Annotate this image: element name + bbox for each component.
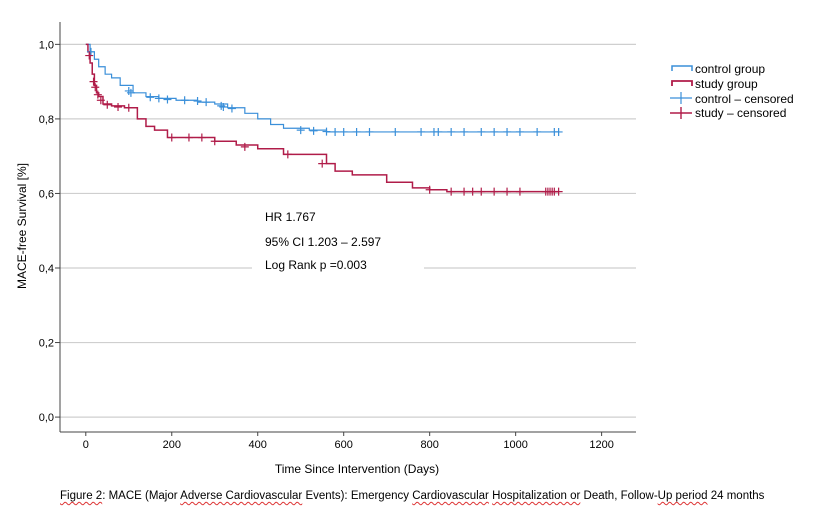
y-tick-label: 0,8	[39, 114, 54, 126]
legend-item-control-censored: control – censored	[670, 92, 794, 106]
censor-mark	[503, 127, 512, 136]
caption-part: Hospitalization or	[492, 490, 581, 502]
censor-mark	[309, 126, 318, 135]
censor-mark	[184, 133, 193, 142]
censor-mark	[477, 127, 486, 136]
censor-mark	[490, 127, 499, 136]
censor-mark	[114, 102, 123, 111]
censor-mark	[447, 127, 456, 136]
y-tick-label: 0,4	[39, 263, 54, 275]
caption-part: 24 months	[707, 490, 765, 502]
censor-mark	[425, 185, 434, 194]
censor-mark	[503, 187, 512, 196]
censor-mark	[331, 127, 340, 136]
censor-mark	[283, 150, 292, 159]
censor-marks	[85, 47, 563, 196]
legend-item-control-group: control group	[671, 62, 765, 76]
x-tick-label: 600	[335, 439, 353, 451]
annotation-hr: HR 1.767	[265, 210, 316, 224]
y-axis-title: MACE-free Survival [%]	[15, 163, 29, 289]
x-tick-label: 200	[163, 439, 181, 451]
y-tick-label: 0,2	[39, 338, 54, 350]
censor-mark	[197, 133, 206, 142]
figure-caption: Figure 2: MACE (Major Adverse Cardiovasc…	[60, 490, 820, 502]
censor-mark	[477, 187, 486, 196]
x-axis-title: Time Since Intervention (Days)	[275, 462, 439, 476]
axes	[55, 22, 636, 436]
x-tick-label: 800	[420, 439, 438, 451]
censor-mark	[193, 97, 202, 106]
censor-mark	[417, 127, 426, 136]
censor-mark	[85, 51, 94, 60]
caption-part: Events): Emergency	[302, 490, 413, 502]
censor-mark	[447, 187, 456, 196]
censor-mark	[89, 77, 98, 86]
censor-mark	[240, 142, 249, 151]
caption-part: Up period	[657, 490, 708, 502]
censor-mark	[391, 127, 400, 136]
series-lines	[85, 43, 559, 193]
censor-mark	[515, 127, 524, 136]
censor-mark	[180, 96, 189, 105]
censor-mark	[460, 187, 469, 196]
caption-part: : MACE (Major	[102, 490, 181, 502]
caption-part: Death, Follow-	[580, 490, 658, 502]
censor-mark	[490, 187, 499, 196]
legend-label-study-group: study group	[695, 77, 758, 91]
y-tick-labels: 0,0 0,2 0,4 0,6 0,8 1,0	[39, 39, 54, 424]
censor-mark	[210, 137, 219, 146]
caption-part: Adverse Cardiovascular	[180, 490, 303, 502]
censor-mark	[468, 187, 477, 196]
annotation-logrank: Log Rank p =0.003	[265, 258, 367, 272]
caption-part: Figure 2	[60, 490, 103, 502]
censor-mark	[434, 127, 443, 136]
censor-mark	[296, 126, 305, 135]
series-line	[85, 43, 559, 193]
censor-mark	[322, 127, 331, 136]
censor-mark	[227, 104, 236, 113]
censor-mark	[365, 127, 374, 136]
censor-mark	[202, 98, 211, 107]
censor-mark	[533, 127, 542, 136]
x-tick-labels: 0 200 400 600 800 1000 1200	[83, 439, 614, 451]
x-tick-label: 1000	[503, 439, 527, 451]
y-tick-label: 0,0	[39, 412, 54, 424]
censor-mark	[93, 90, 102, 99]
censor-mark	[352, 127, 361, 136]
censor-mark	[217, 101, 226, 110]
legend-label-study-censored: study – censored	[695, 106, 786, 120]
censor-mark	[96, 96, 105, 105]
legend-label-control-censored: control – censored	[695, 92, 794, 106]
legend: control group study group control – cens…	[670, 62, 794, 120]
censor-mark	[124, 103, 133, 112]
y-tick-label: 0,6	[39, 188, 54, 200]
censor-mark	[219, 102, 228, 111]
censor-mark	[103, 100, 112, 109]
legend-label-control-group: control group	[695, 62, 765, 76]
censor-mark	[154, 94, 163, 103]
censor-mark	[515, 187, 524, 196]
x-tick-label: 400	[249, 439, 267, 451]
censor-mark	[167, 133, 176, 142]
censor-mark	[146, 93, 155, 102]
censor-mark	[124, 86, 133, 95]
x-tick-label: 0	[83, 439, 89, 451]
y-tick-label: 1,0	[39, 39, 54, 51]
censor-mark	[318, 159, 327, 168]
annotation-ci: 95% CI 1.203 – 2.597	[265, 235, 381, 249]
censor-mark	[554, 187, 563, 196]
x-tick-label: 1200	[589, 439, 613, 451]
censor-mark	[86, 47, 95, 56]
censor-mark	[460, 127, 469, 136]
censor-mark	[554, 127, 563, 136]
censor-mark	[91, 83, 100, 92]
legend-item-study-group: study group	[671, 77, 758, 91]
annotation-box	[252, 203, 424, 275]
censor-mark	[339, 127, 348, 136]
legend-item-study-censored: study – censored	[670, 106, 786, 120]
censor-mark	[126, 88, 135, 97]
censor-mark	[163, 95, 172, 104]
caption-part: Cardiovascular	[412, 490, 489, 502]
